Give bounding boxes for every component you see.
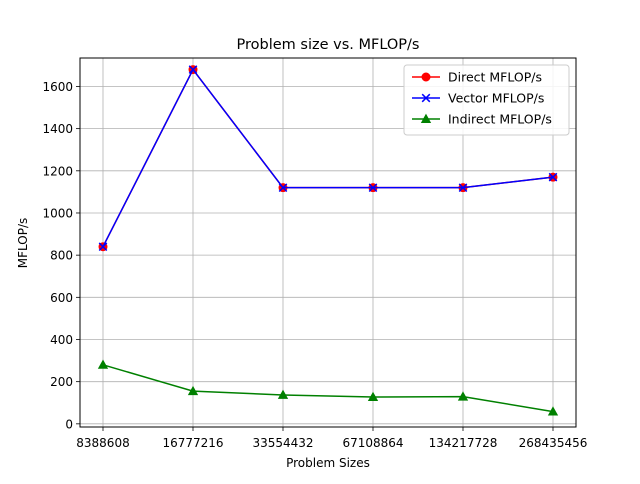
chart-title: Problem size vs. MFLOP/s <box>237 37 420 53</box>
data-point <box>458 183 468 193</box>
legend: Direct MFLOP/s Vector MFLOP/s Indirect MFL… <box>403 64 570 136</box>
x-tick-label: 67108864 <box>342 436 403 450</box>
x-axis-label: Problem Sizes <box>286 456 370 470</box>
legend-item: Direct MFLOP/s <box>412 70 542 85</box>
y-tick-label: 1200 <box>42 164 73 178</box>
y-tick-label: 1600 <box>42 80 73 94</box>
legend-box <box>403 64 570 136</box>
x-tick-label: 16777216 <box>162 436 223 450</box>
series-2 <box>97 359 559 416</box>
axis-layer: 8388608 16777216 33554432 67108864 134217728… <box>42 80 587 450</box>
x-tick-label: 33554432 <box>252 436 313 450</box>
y-tick-label: 200 <box>50 375 73 389</box>
y-tick-label: 400 <box>50 333 73 347</box>
data-point <box>97 359 109 369</box>
legend-label: Vector MFLOP/s <box>448 91 544 106</box>
y-tick-label: 600 <box>50 291 73 305</box>
legend-label: Indirect MFLOP/s <box>448 112 552 127</box>
series-layer <box>97 65 559 416</box>
legend-marker <box>420 113 432 123</box>
series-line <box>102 68 554 248</box>
legend-item: Vector MFLOP/s <box>412 91 544 106</box>
data-point <box>367 391 379 401</box>
data-point <box>548 172 558 182</box>
series-1 <box>98 65 558 252</box>
y-tick-label: 1000 <box>42 206 73 220</box>
x-tick-label: 134217728 <box>429 436 498 450</box>
data-point <box>98 242 108 252</box>
legend-marker <box>421 93 431 103</box>
data-point <box>547 406 559 416</box>
data-point <box>278 183 288 193</box>
data-point <box>277 389 289 399</box>
data-point <box>188 65 198 74</box>
legend-item: Indirect MFLOP/s <box>412 112 552 127</box>
y-tick-label: 1400 <box>42 122 73 136</box>
x-tick-label: 268435456 <box>519 436 588 450</box>
x-tick-label: 8388608 <box>76 436 129 450</box>
series-line <box>102 364 554 413</box>
legend-label: Direct MFLOP/s <box>448 70 542 85</box>
y-tick-label: 800 <box>50 249 73 263</box>
data-point <box>457 391 469 401</box>
data-point <box>187 385 199 396</box>
legend-marker <box>421 72 431 82</box>
plot-frame <box>79 57 577 428</box>
y-tick-label: 0 <box>65 417 73 431</box>
data-point <box>368 183 378 193</box>
y-axis-label: MFLOP/s <box>16 218 30 269</box>
